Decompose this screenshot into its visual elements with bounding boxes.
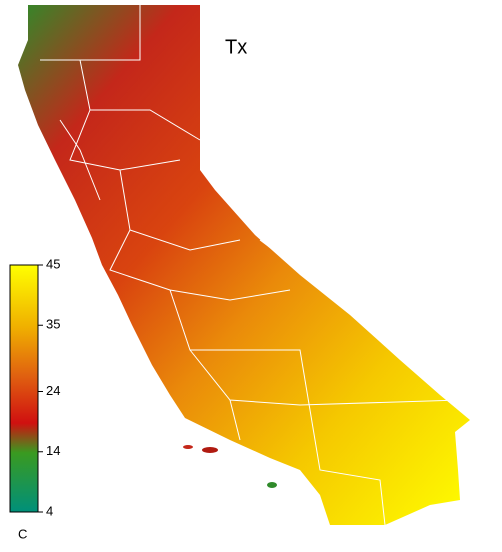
colorbar — [9, 264, 39, 513]
county-lines — [40, 5, 461, 526]
california-land — [18, 5, 470, 525]
colorbar-tick-label: 35 — [46, 317, 60, 332]
island — [183, 445, 193, 449]
colorbar-tick-label: 4 — [46, 503, 53, 518]
colorbar-tick-label: 14 — [46, 443, 60, 458]
colorbar-tick-label: 45 — [46, 256, 60, 271]
map-title: Tx — [225, 36, 247, 58]
colorbar-tick-label: 24 — [46, 383, 60, 398]
island — [202, 447, 218, 453]
island — [267, 482, 277, 488]
colorbar-unit: C — [18, 526, 27, 541]
